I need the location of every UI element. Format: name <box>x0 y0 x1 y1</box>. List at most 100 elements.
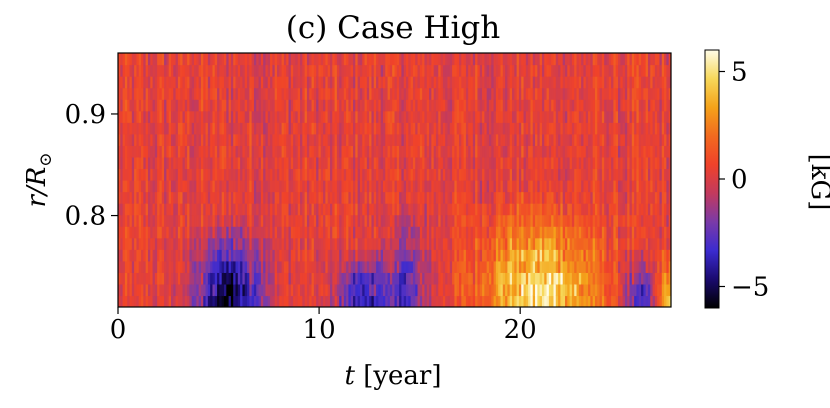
heatmap-cell <box>355 53 359 66</box>
heatmap-cell <box>276 87 280 100</box>
heatmap-cell <box>502 76 506 89</box>
heatmap-cell <box>265 260 269 273</box>
heatmap-cell <box>203 76 207 89</box>
heatmap-cell <box>373 283 377 297</box>
heatmap-cell <box>369 214 373 227</box>
heatmap-cell <box>389 295 393 307</box>
heatmap-cell <box>281 156 285 170</box>
heatmap-cell <box>447 156 451 170</box>
heatmap-cell <box>295 87 299 100</box>
heatmap-cell <box>521 226 525 239</box>
heatmap-cell <box>422 283 426 297</box>
heatmap-cell <box>433 156 437 170</box>
heatmap-cell <box>611 53 614 66</box>
heatmap-cell <box>371 180 375 193</box>
heatmap-cell <box>348 110 352 123</box>
heatmap-cell <box>247 133 250 146</box>
heatmap-cell <box>560 145 564 158</box>
heatmap-cell <box>288 64 292 77</box>
heatmap-cell <box>562 133 566 146</box>
heatmap-cell <box>316 156 320 170</box>
heatmap-cell <box>477 156 481 170</box>
heatmap-cell <box>440 168 444 181</box>
heatmap-cell <box>219 272 223 285</box>
heatmap-cell <box>196 133 200 146</box>
heatmap-cell <box>203 99 207 112</box>
heatmap-cell <box>371 110 375 123</box>
heatmap-cell <box>187 110 191 123</box>
heatmap-cell <box>601 145 605 158</box>
heatmap-cell <box>631 295 635 307</box>
heatmap-cell <box>371 64 375 77</box>
heatmap-cell <box>346 122 350 135</box>
heatmap-cell <box>463 168 467 181</box>
heatmap-cell <box>276 214 280 227</box>
heatmap-cell <box>477 168 481 181</box>
heatmap-cell <box>396 133 400 146</box>
heatmap-cell <box>597 272 601 285</box>
heatmap-cell <box>157 249 161 262</box>
heatmap-cell <box>122 133 126 146</box>
heatmap-cell <box>173 133 177 146</box>
heatmap-cell <box>484 76 488 89</box>
heatmap-cell <box>613 214 617 227</box>
heatmap-cell <box>191 226 195 239</box>
heatmap-cell <box>288 260 292 273</box>
heatmap-cell <box>212 87 216 100</box>
heatmap-cell <box>562 249 566 262</box>
heatmap-cell <box>445 237 449 250</box>
heatmap-cell <box>507 133 511 146</box>
heatmap-cell <box>357 272 361 285</box>
heatmap-cell <box>562 168 566 181</box>
heatmap-cell <box>302 203 306 216</box>
heatmap-cell <box>212 133 216 146</box>
heatmap-cell <box>380 180 384 193</box>
heatmap-cell <box>244 180 248 193</box>
heatmap-cell <box>309 133 313 146</box>
heatmap-cell <box>569 180 573 193</box>
heatmap-cell <box>433 260 437 273</box>
heatmap-cell <box>290 214 294 227</box>
heatmap-cell <box>357 203 361 216</box>
heatmap-cell <box>495 156 499 170</box>
heatmap-cell <box>403 110 407 123</box>
heatmap-cell <box>339 283 343 297</box>
heatmap-cell <box>373 145 377 158</box>
heatmap-cell <box>212 122 216 135</box>
heatmap-cell <box>410 226 414 239</box>
heatmap-cell <box>399 76 403 89</box>
heatmap-cell <box>578 237 582 250</box>
heatmap-cell <box>535 145 538 158</box>
heatmap-cell <box>442 249 446 262</box>
heatmap-cell <box>357 168 361 181</box>
heatmap-cell <box>438 295 442 307</box>
heatmap-cell <box>394 64 398 77</box>
heatmap-cell <box>157 110 161 123</box>
heatmap-cell <box>332 283 336 297</box>
heatmap-cell <box>118 226 121 239</box>
heatmap-cell <box>318 203 322 216</box>
heatmap-cell <box>200 145 204 158</box>
heatmap-cell <box>168 226 172 239</box>
heatmap-cell <box>260 214 264 227</box>
heatmap-cell <box>445 260 449 273</box>
heatmap-cell <box>558 145 561 158</box>
heatmap-cell <box>535 53 538 66</box>
heatmap-cell <box>588 53 591 66</box>
heatmap-cell <box>618 203 621 216</box>
heatmap-cell <box>422 110 426 123</box>
heatmap-cell <box>120 53 124 66</box>
heatmap-cell <box>175 214 179 227</box>
heatmap-cell <box>429 191 432 204</box>
heatmap-cell <box>521 110 525 123</box>
heatmap-cell <box>194 99 197 112</box>
heatmap-cell <box>118 180 121 193</box>
heatmap-cell <box>341 64 345 77</box>
heatmap-cell <box>424 168 428 181</box>
heatmap-cell <box>406 226 409 239</box>
heatmap-cell <box>611 191 614 204</box>
heatmap-cell <box>505 99 508 112</box>
heatmap-cell <box>532 53 536 66</box>
heatmap-cell <box>313 168 317 181</box>
heatmap-cell <box>491 226 495 239</box>
